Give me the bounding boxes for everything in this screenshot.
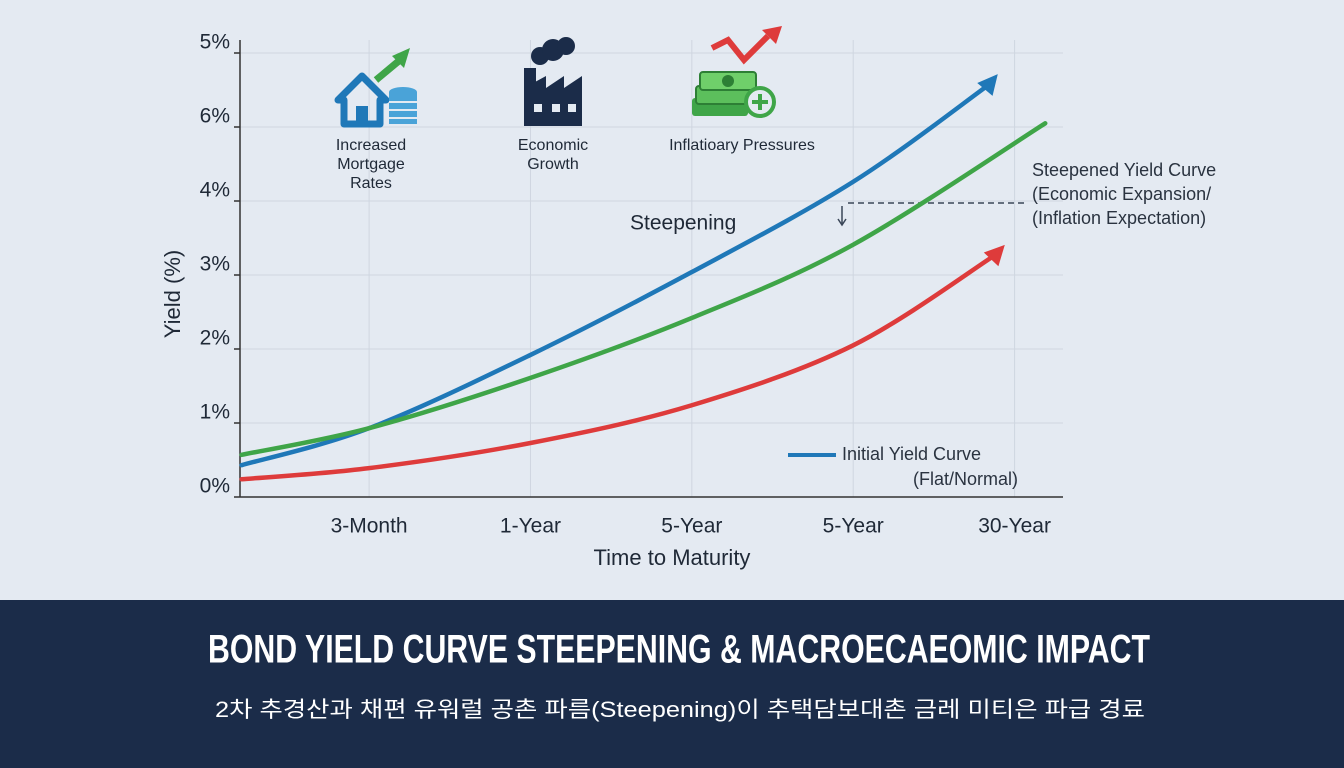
x-tick-label: 5-Year (823, 515, 884, 538)
y-tick-label: 0% (200, 475, 230, 498)
legend-note: (Flat/Normal) (913, 469, 1018, 489)
legend-label: Initial Yield Curve (842, 444, 981, 464)
y-tick-label: 6% (200, 105, 230, 128)
series-line (239, 121, 1048, 458)
x-tick-label: 5-Year (661, 515, 722, 538)
y-tick-label: 1% (200, 401, 230, 424)
icon-label: Economic (518, 137, 588, 154)
x-tick-label: 1-Year (500, 515, 561, 538)
steepened-note: (Economic Expansion/ (1032, 184, 1211, 204)
arrowhead (977, 74, 998, 96)
y-axis-title: Yield (%) (160, 250, 185, 338)
y-tick-label: 2% (200, 327, 230, 350)
icon-label: Inflatioary Pressures (669, 137, 815, 154)
steepening-label: Steepening (630, 212, 736, 235)
steepened-note: Steepened Yield Curve (1032, 160, 1216, 180)
house-icon (334, 48, 417, 128)
series-line (239, 252, 998, 482)
factory-icon (524, 37, 582, 126)
banner-subtitle: 2차 추경산과 채편 유워럴 공촌 파름(Steepening)이 추택담보대촌… (215, 697, 1145, 722)
y-tick-label: 5% (200, 31, 230, 54)
steepened-note: (Inflation Expectation) (1032, 208, 1206, 228)
x-tick-label: 3-Month (331, 515, 408, 538)
x-tick-label: 30-Year (978, 515, 1051, 538)
arrowhead (983, 244, 1005, 267)
x-axis-title: Time to Maturity (594, 545, 751, 570)
banner-title: BOND YIELD CURVE STEEPENING & MACROECAEO… (208, 628, 1150, 672)
banner (0, 600, 1344, 768)
icon-label: Increased (336, 137, 406, 154)
icon-label: Rates (350, 175, 392, 192)
y-tick-label: 3% (200, 253, 230, 276)
annotation-arrow (837, 206, 847, 227)
icon-label: Growth (527, 156, 579, 173)
y-tick-label: 4% (200, 179, 230, 202)
icon-label: Mortgage (337, 156, 405, 173)
money-icon (692, 26, 782, 118)
